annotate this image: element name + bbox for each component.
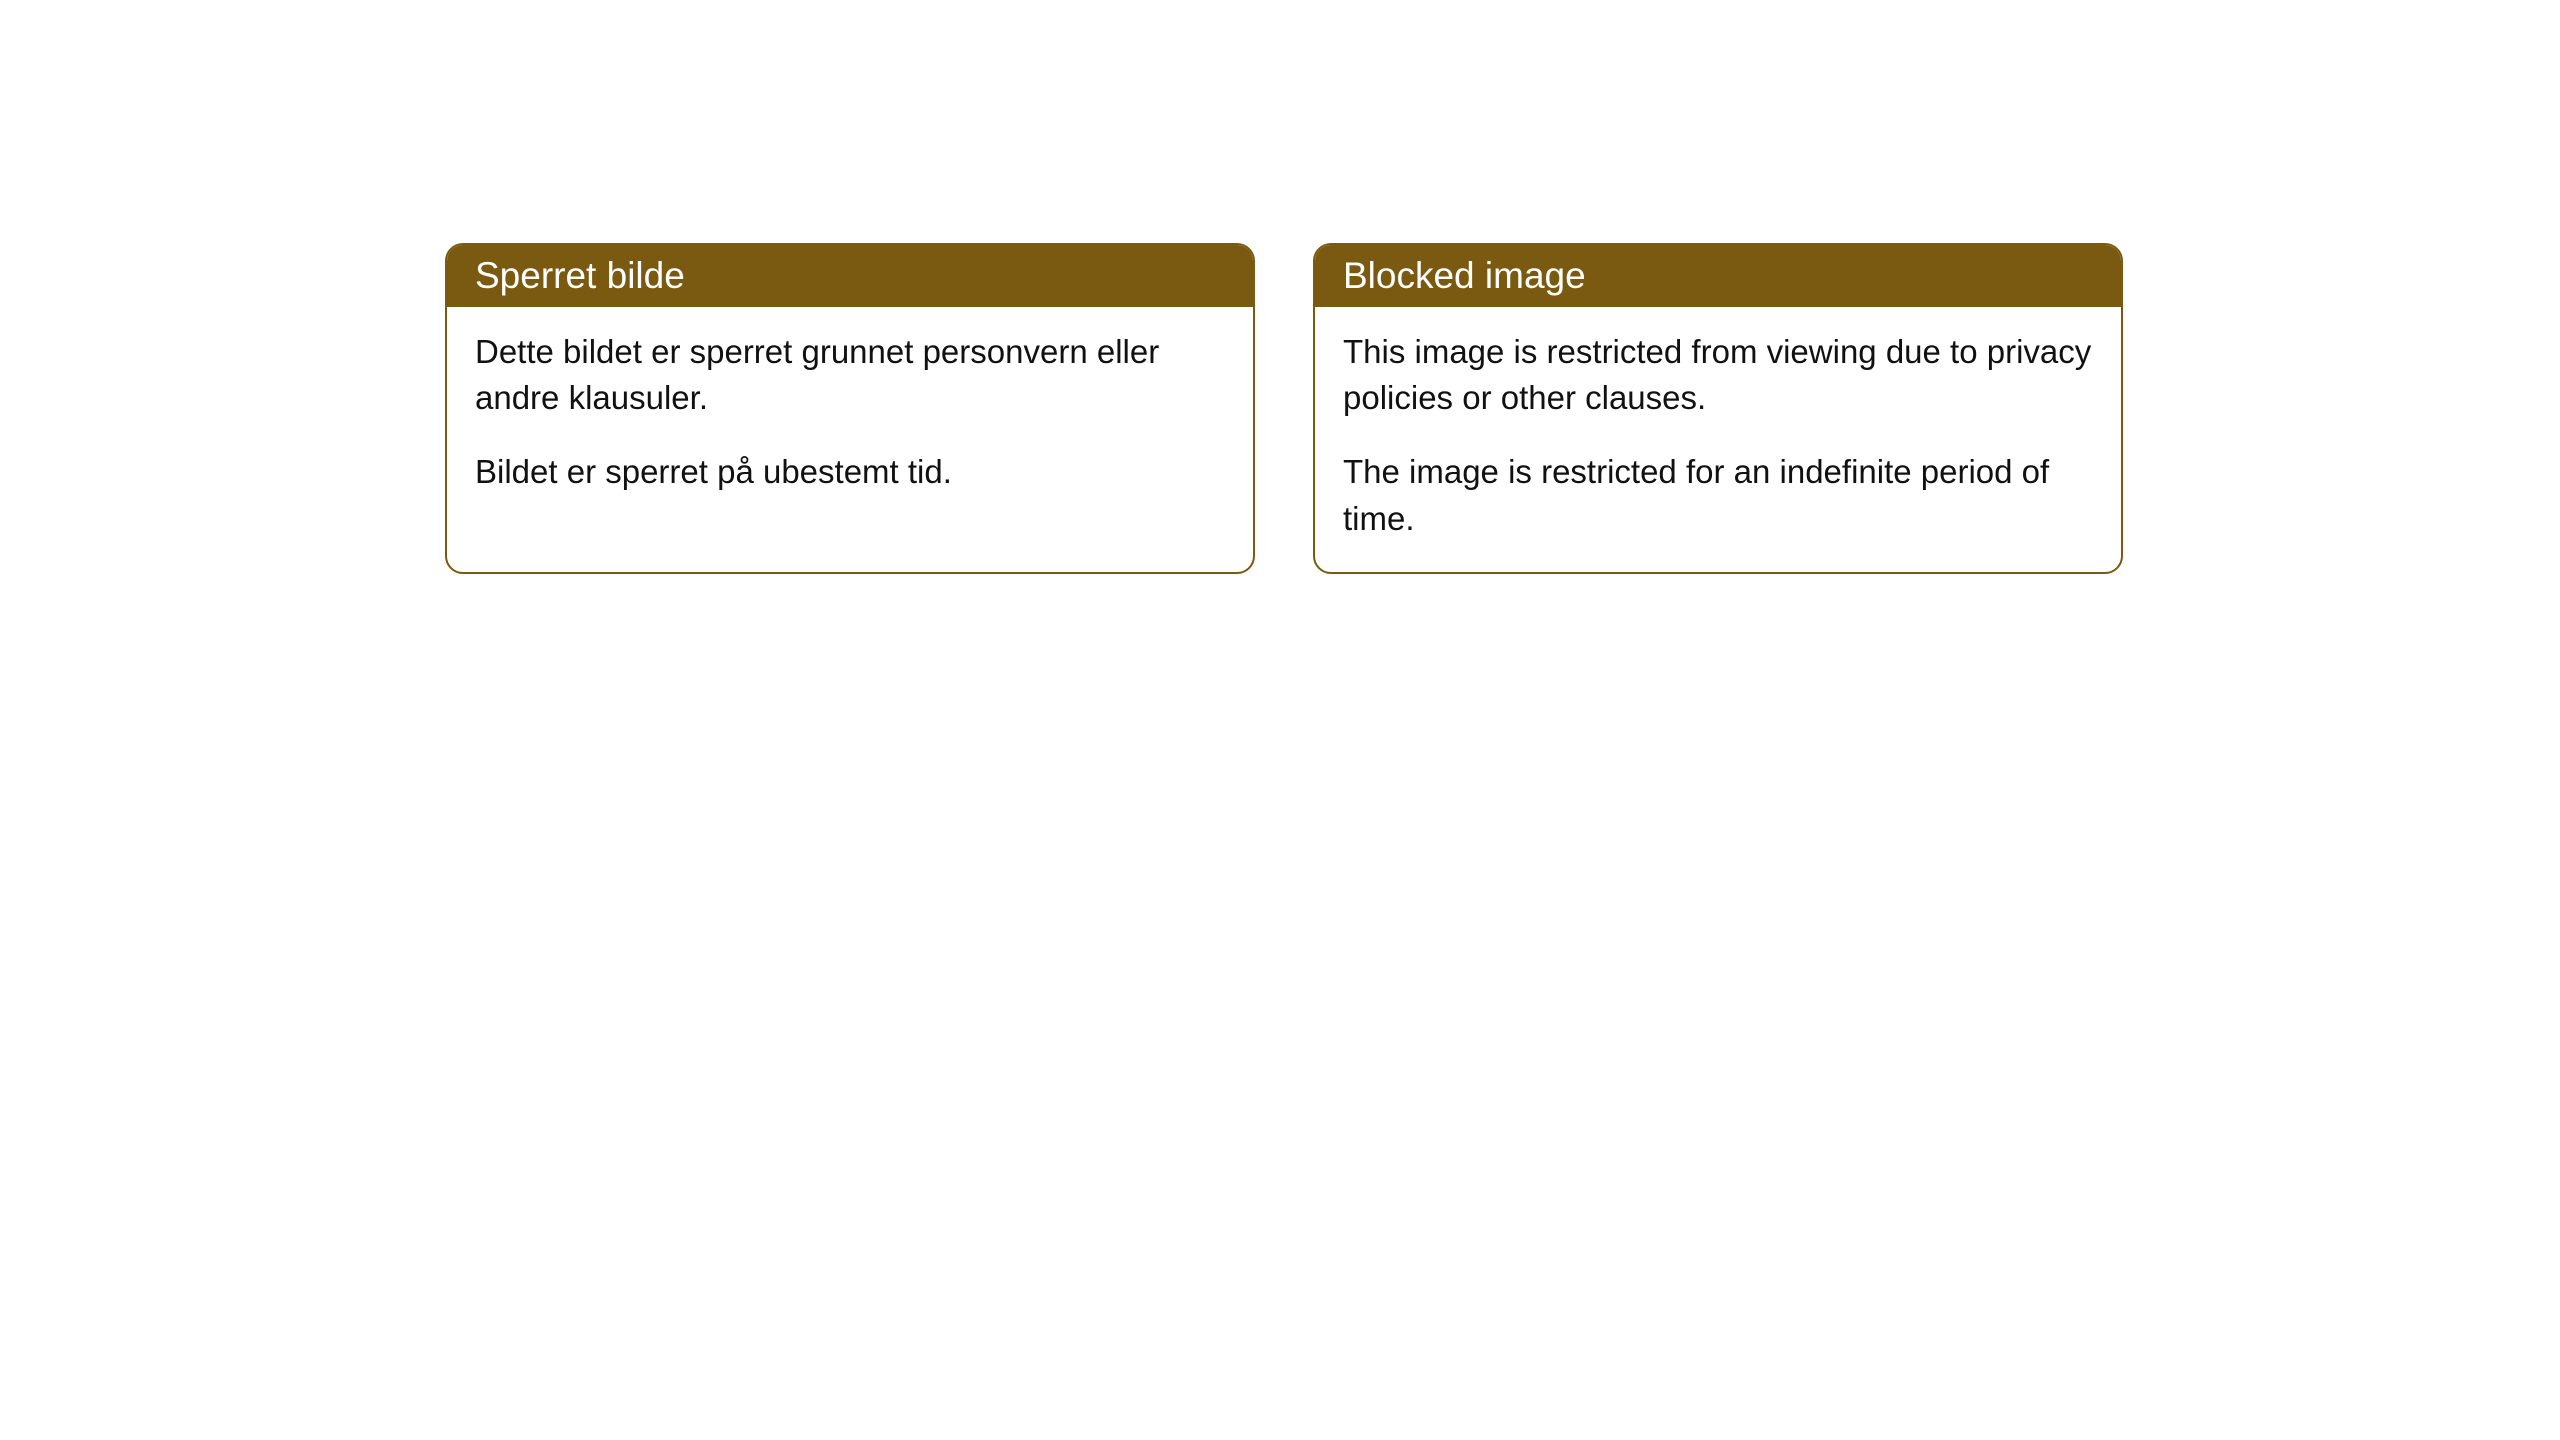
notice-card-norwegian: Sperret bilde Dette bildet er sperret gr… xyxy=(445,243,1255,574)
card-paragraph: Dette bildet er sperret grunnet personve… xyxy=(475,329,1225,421)
card-body-norwegian: Dette bildet er sperret grunnet personve… xyxy=(447,307,1253,526)
card-paragraph: The image is restricted for an indefinit… xyxy=(1343,449,2093,541)
card-header-norwegian: Sperret bilde xyxy=(447,245,1253,307)
card-title: Sperret bilde xyxy=(475,255,685,296)
card-paragraph: Bildet er sperret på ubestemt tid. xyxy=(475,449,1225,495)
card-paragraph: This image is restricted from viewing du… xyxy=(1343,329,2093,421)
card-body-english: This image is restricted from viewing du… xyxy=(1315,307,2121,572)
notice-card-english: Blocked image This image is restricted f… xyxy=(1313,243,2123,574)
card-header-english: Blocked image xyxy=(1315,245,2121,307)
notice-cards-container: Sperret bilde Dette bildet er sperret gr… xyxy=(445,243,2123,574)
card-title: Blocked image xyxy=(1343,255,1586,296)
